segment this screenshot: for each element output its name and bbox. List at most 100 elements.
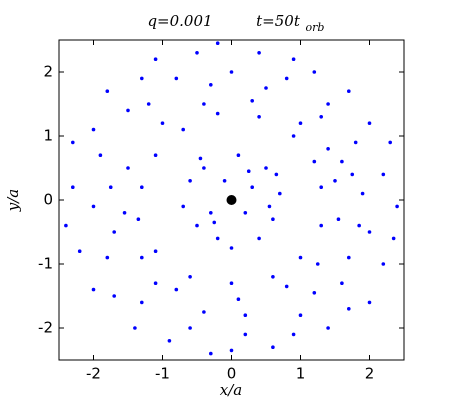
data-point — [312, 291, 317, 295]
data-point — [340, 281, 344, 286]
data-point — [250, 185, 254, 189]
data-point — [140, 185, 144, 189]
data-point — [284, 284, 289, 289]
data-point — [146, 102, 151, 106]
data-point — [246, 169, 251, 173]
data-point — [202, 102, 206, 106]
data-point — [264, 86, 268, 90]
data-point — [226, 195, 237, 205]
data-point — [257, 51, 261, 55]
data-point — [264, 166, 268, 170]
data-point — [388, 140, 393, 145]
data-point — [174, 76, 179, 81]
data-point — [122, 211, 127, 215]
data-point — [326, 326, 330, 330]
data-point — [195, 223, 199, 228]
data-point — [312, 70, 317, 74]
chart-title: q=0.001 — [147, 12, 212, 30]
data-point — [212, 220, 217, 225]
data-point — [229, 281, 234, 286]
data-point — [271, 345, 275, 350]
data-point — [291, 332, 296, 337]
data-point — [91, 287, 96, 292]
data-point — [133, 326, 137, 330]
data-point — [347, 255, 351, 260]
data-point — [71, 185, 75, 189]
data-point — [291, 57, 296, 61]
data-point — [229, 246, 234, 250]
data-point — [188, 326, 192, 330]
data-point — [236, 153, 241, 157]
data-point — [77, 249, 82, 253]
data-point — [326, 102, 330, 106]
data-point — [347, 89, 351, 93]
data-point — [91, 127, 96, 132]
data-point — [71, 140, 75, 145]
data-point — [284, 76, 289, 81]
x-tick-label: 2 — [365, 365, 375, 383]
data-point — [198, 156, 203, 161]
data-point — [336, 217, 341, 221]
data-point — [215, 41, 220, 45]
data-point — [209, 351, 213, 356]
data-point — [236, 297, 241, 302]
data-point — [319, 185, 324, 189]
y-tick-label: 1 — [43, 127, 53, 145]
data-point — [243, 332, 248, 337]
data-point — [153, 249, 158, 253]
data-point — [153, 281, 158, 286]
data-point — [298, 121, 303, 125]
data-point — [395, 204, 399, 209]
data-point — [319, 223, 324, 228]
y-tick-label: -1 — [38, 255, 53, 273]
data-point — [174, 287, 179, 292]
data-point — [91, 204, 96, 209]
data-point — [357, 223, 361, 228]
data-point — [333, 179, 337, 183]
data-point — [315, 262, 320, 266]
data-point — [391, 236, 396, 241]
data-point — [291, 134, 296, 138]
data-point — [105, 89, 110, 93]
data-point — [250, 99, 254, 103]
data-point — [326, 147, 330, 151]
data-point — [215, 111, 220, 116]
data-point — [267, 204, 272, 209]
chart-title-time: t=50t — [256, 12, 301, 30]
data-point — [215, 236, 220, 241]
data-point — [153, 153, 158, 157]
data-point — [209, 83, 213, 87]
data-point — [126, 108, 130, 113]
data-point — [243, 313, 248, 318]
data-point — [112, 230, 116, 234]
data-point — [167, 339, 172, 343]
data-point — [350, 172, 355, 177]
data-point — [312, 159, 317, 164]
data-point — [367, 300, 372, 305]
data-point — [126, 166, 130, 170]
data-point — [340, 159, 344, 164]
data-point — [188, 179, 192, 183]
data-point — [353, 140, 358, 145]
data-point — [181, 127, 185, 132]
data-point — [64, 223, 68, 228]
chart-title-subscript: orb — [306, 21, 325, 34]
data-point — [202, 166, 206, 170]
data-point — [188, 275, 192, 279]
x-tick-label: -2 — [86, 365, 101, 383]
data-point — [298, 313, 303, 318]
data-point — [140, 300, 144, 305]
data-point — [202, 310, 206, 314]
data-point — [181, 204, 185, 209]
data-point — [153, 57, 158, 61]
y-axis-label: y/a — [4, 189, 22, 212]
data-point — [257, 236, 261, 241]
data-point — [360, 191, 365, 196]
data-point — [112, 294, 116, 298]
data-point — [195, 51, 199, 55]
data-point — [271, 217, 275, 221]
data-point — [140, 76, 144, 81]
data-point — [140, 255, 144, 260]
y-tick-label: -2 — [38, 319, 53, 337]
data-point — [367, 121, 372, 125]
